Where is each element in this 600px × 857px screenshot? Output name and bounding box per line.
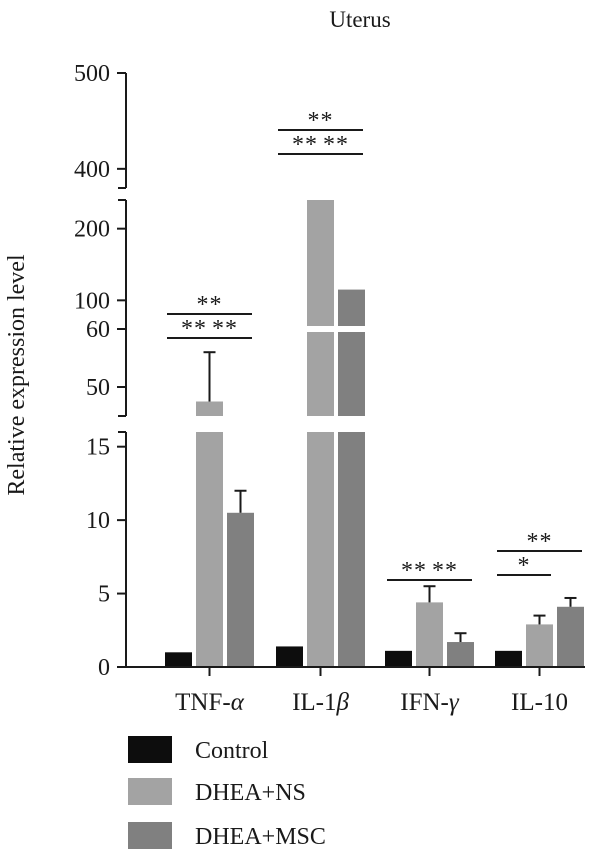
bar-control-1 <box>276 646 303 667</box>
x-tick-label-1: IL-1β <box>292 689 349 716</box>
bar-control-2 <box>385 650 412 667</box>
y-tick-label-5: 5 <box>98 582 110 608</box>
legend-swatch-1 <box>128 778 172 805</box>
y-tick-label-15: 15 <box>86 435 110 461</box>
y-tick-label-500: 500 <box>74 61 110 87</box>
bar-dhea-msc-3 <box>557 606 584 667</box>
bars-group <box>128 188 598 667</box>
legend-label-0: Control <box>195 738 269 764</box>
sig-label-7: ** <box>432 558 458 584</box>
y-tick-label-50: 50 <box>86 375 110 401</box>
sig-label-8: ** <box>527 529 553 555</box>
sig-label-5: ** <box>323 132 349 158</box>
legend: Control DHEA+NS DHEA+MSC <box>128 736 326 850</box>
y-tick-label-60: 60 <box>86 317 110 343</box>
y-tick-label-200: 200 <box>74 217 110 243</box>
x-axis: TNF-α IL-1β IFN-γ IL-10 <box>126 666 585 716</box>
axis-break-gap-0 <box>128 416 598 432</box>
y-axis-label: Relative expression level <box>4 254 30 496</box>
y-tick-label-100: 100 <box>74 288 110 314</box>
axis-break-gap-1 <box>128 326 598 332</box>
legend-swatch-0 <box>128 736 172 763</box>
sig-label-9: * <box>518 553 531 579</box>
sig-label-2: ** <box>212 316 238 342</box>
sig-label-3: ** <box>308 108 334 134</box>
significance-annotations: **** ****** **** ***** <box>167 108 582 584</box>
y-tick-label-400: 400 <box>74 157 110 183</box>
bar-dhea-ns-3 <box>526 624 553 667</box>
x-tick-label-2: IFN-γ <box>400 689 460 716</box>
x-tick-label-0: TNF-α <box>175 689 245 716</box>
axis-break-gap-2 <box>128 188 598 200</box>
bar-dhea-msc-2 <box>447 642 474 667</box>
y-axis: 0 5 10 15 50 60 100 200 400 500 <box>74 61 127 681</box>
legend-swatch-2 <box>128 822 172 849</box>
bar-control-0 <box>165 652 192 667</box>
chart-title: Uterus <box>329 7 390 32</box>
bar-dhea-msc-1 <box>338 289 365 667</box>
y-tick-label-0: 0 <box>98 655 110 681</box>
legend-label-1: DHEA+NS <box>195 780 306 806</box>
x-tick-label-3: IL-10 <box>511 689 568 716</box>
legend-label-2: DHEA+MSC <box>195 824 326 850</box>
sig-label-0: ** <box>197 292 223 318</box>
bar-dhea-ns-0 <box>196 401 223 667</box>
bar-dhea-ns-2 <box>416 602 443 667</box>
y-tick-label-10: 10 <box>86 508 110 534</box>
bar-dhea-msc-0 <box>227 512 254 667</box>
bar-control-3 <box>495 650 522 667</box>
